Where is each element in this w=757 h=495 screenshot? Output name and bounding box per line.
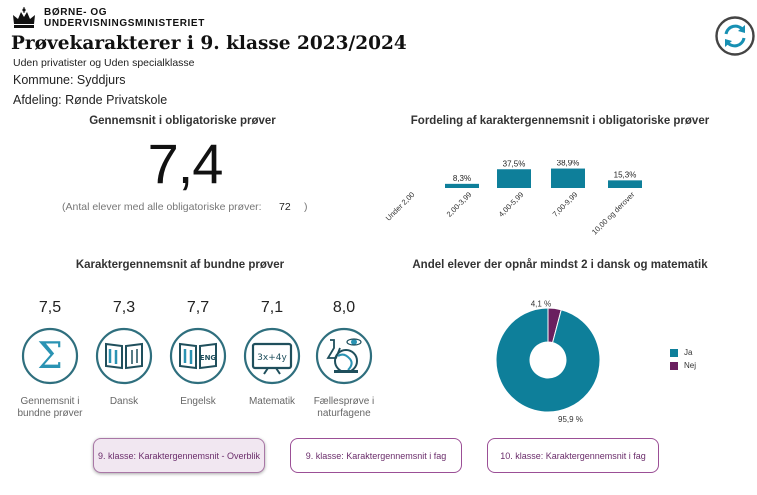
- bar-value-label-1: 8,3%: [453, 174, 471, 183]
- page-title: Prøvekarakterer i 9. klasse 2023/2024: [11, 33, 407, 54]
- ministry-name: BØRNE- OG UNDERVISNINGSMINISTERIET: [44, 7, 205, 29]
- pie-slice-ja: [495, 307, 601, 413]
- category-tick-label-0: Under 2,00: [384, 190, 417, 223]
- bar-value-label-2: 37,5%: [503, 160, 526, 168]
- category-tick-label-3: 7,00-9,99: [551, 190, 580, 219]
- legend-label-ja: Ja: [684, 348, 693, 357]
- subject-engelsk-label: Engelsk: [180, 396, 216, 407]
- bar-2: [497, 169, 531, 188]
- legend-swatch-nej: [670, 361, 678, 370]
- distribution-bar-chart: Under 2,00 8,3% 2,00-3,99 37,5% 4,00-5,99 38,…: [384, 160, 642, 237]
- science-icon: [315, 327, 373, 385]
- bar-value-label-4: 15,3%: [614, 170, 637, 179]
- math-board-icon: 3x+4y: [243, 327, 301, 385]
- ministry-line-1: BØRNE- OG: [44, 7, 108, 18]
- subject-engelsk: 7,7 ENG Engelsk: [158, 296, 238, 408]
- pie-legend: Ja Nej: [670, 348, 696, 374]
- legend-item-ja: Ja: [670, 348, 696, 357]
- subject-dansk-label: Dansk: [109, 396, 139, 407]
- average-note-close: ): [304, 201, 308, 213]
- english-book-icon: ENG: [169, 327, 227, 385]
- svg-text:3x+4y: 3x+4y: [257, 353, 287, 363]
- category-tick-label-1: 2,00-3,99: [445, 190, 474, 219]
- category-tick-label-4: 10,00 og derover: [590, 190, 637, 237]
- filter-subtitle: Uden privatister og Uden specialklasse: [13, 57, 195, 69]
- subject-matematik: 7,1 3x+4y Matematik: [232, 296, 312, 408]
- subject-average-label-2: bundne prøver: [17, 408, 83, 419]
- category-tick-label-2: 4,00-5,99: [497, 190, 526, 219]
- student-count: 72: [279, 201, 291, 213]
- bound-tests-title: Karaktergennemsnit af bundne prøver: [75, 259, 285, 271]
- svg-text:ENG: ENG: [200, 354, 217, 362]
- pie-title: Andel elever der opnår mindst 2 i dansk …: [412, 259, 708, 271]
- average-note: (Antal elever med alle obligatoriske prø…: [62, 201, 262, 213]
- afdeling-label: Afdeling: Rønde Privatskole: [13, 93, 168, 107]
- subject-engelsk-value: 7,7: [186, 299, 210, 316]
- subject-naturfag-label-2: naturfagene: [317, 408, 371, 419]
- subject-average-label-1: Gennemsnit i: [20, 396, 80, 407]
- nav-subject-grades-9-button[interactable]: 9. klasse: Karaktergennemsnit i fag: [290, 438, 462, 473]
- kommune-label: Kommune: Syddjurs: [13, 73, 126, 87]
- open-book-icon: [95, 327, 153, 385]
- subject-naturfag: 8,0 Fællesprøve i naturfagene: [304, 296, 384, 420]
- bar-3: [551, 168, 585, 188]
- ministry-line-2: UNDERVISNINGSMINISTERIET: [44, 18, 205, 29]
- distribution-title: Fordeling af karaktergennemsnit i obliga…: [410, 115, 710, 127]
- bar-value-label-3: 38,9%: [557, 160, 580, 168]
- pie-value-label-nej: 4,1 %: [531, 299, 551, 308]
- average-value: 7,4: [147, 132, 224, 195]
- subject-matematik-value: 7,1: [260, 299, 284, 316]
- bar-4: [608, 180, 642, 188]
- sigma-icon: Σ: [21, 327, 79, 385]
- nav-overview-button[interactable]: 9. klasse: Karaktergennemsnit - Overblik: [93, 438, 265, 473]
- legend-swatch-ja: [670, 348, 678, 357]
- nav-subject-grades-10-button[interactable]: 10. klasse: Karaktergennemsnit i fag: [487, 438, 659, 473]
- subject-average-value: 7,5: [38, 299, 62, 316]
- subject-dansk: 7,3 Dansk: [84, 296, 164, 408]
- subject-naturfag-label-1: Fællesprøve i: [313, 396, 375, 407]
- bar-1: [445, 183, 479, 188]
- subject-matematik-label: Matematik: [248, 396, 296, 407]
- subject-naturfag-value: 8,0: [332, 299, 356, 316]
- refresh-cycle-icon[interactable]: [715, 16, 755, 56]
- average-title: Gennemsnit i obligatoriske prøver: [89, 115, 276, 127]
- legend-label-nej: Nej: [684, 361, 697, 370]
- subject-dansk-value: 7,3: [112, 299, 136, 316]
- svg-text:Σ: Σ: [37, 336, 62, 377]
- pie-value-label-ja: 95,9 %: [558, 415, 583, 424]
- subject-average: 7,5 Σ Gennemsnit i bundne prøver: [10, 296, 90, 420]
- pass-share-donut-chart: 4,1 % 95,9 %: [495, 299, 601, 424]
- crown-icon: [13, 7, 35, 28]
- legend-item-nej: Nej: [670, 361, 696, 370]
